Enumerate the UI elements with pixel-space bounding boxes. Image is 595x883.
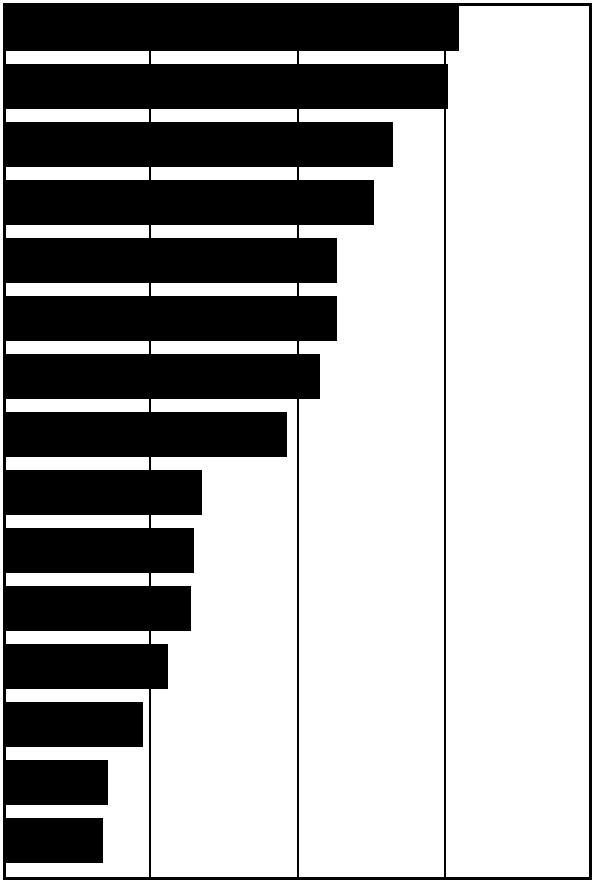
bar [6,412,287,457]
bar [6,644,168,689]
bar [6,760,108,805]
bar [6,180,374,225]
bar-chart [0,0,595,883]
bar [6,354,320,399]
bar [6,818,103,863]
bar [6,6,459,51]
gridline [444,3,446,880]
bar [6,528,194,573]
bar [6,702,143,747]
bar [6,470,202,515]
bar [6,586,191,631]
bar [6,296,337,341]
bar [6,238,337,283]
bar [6,122,393,167]
bar [6,64,448,109]
